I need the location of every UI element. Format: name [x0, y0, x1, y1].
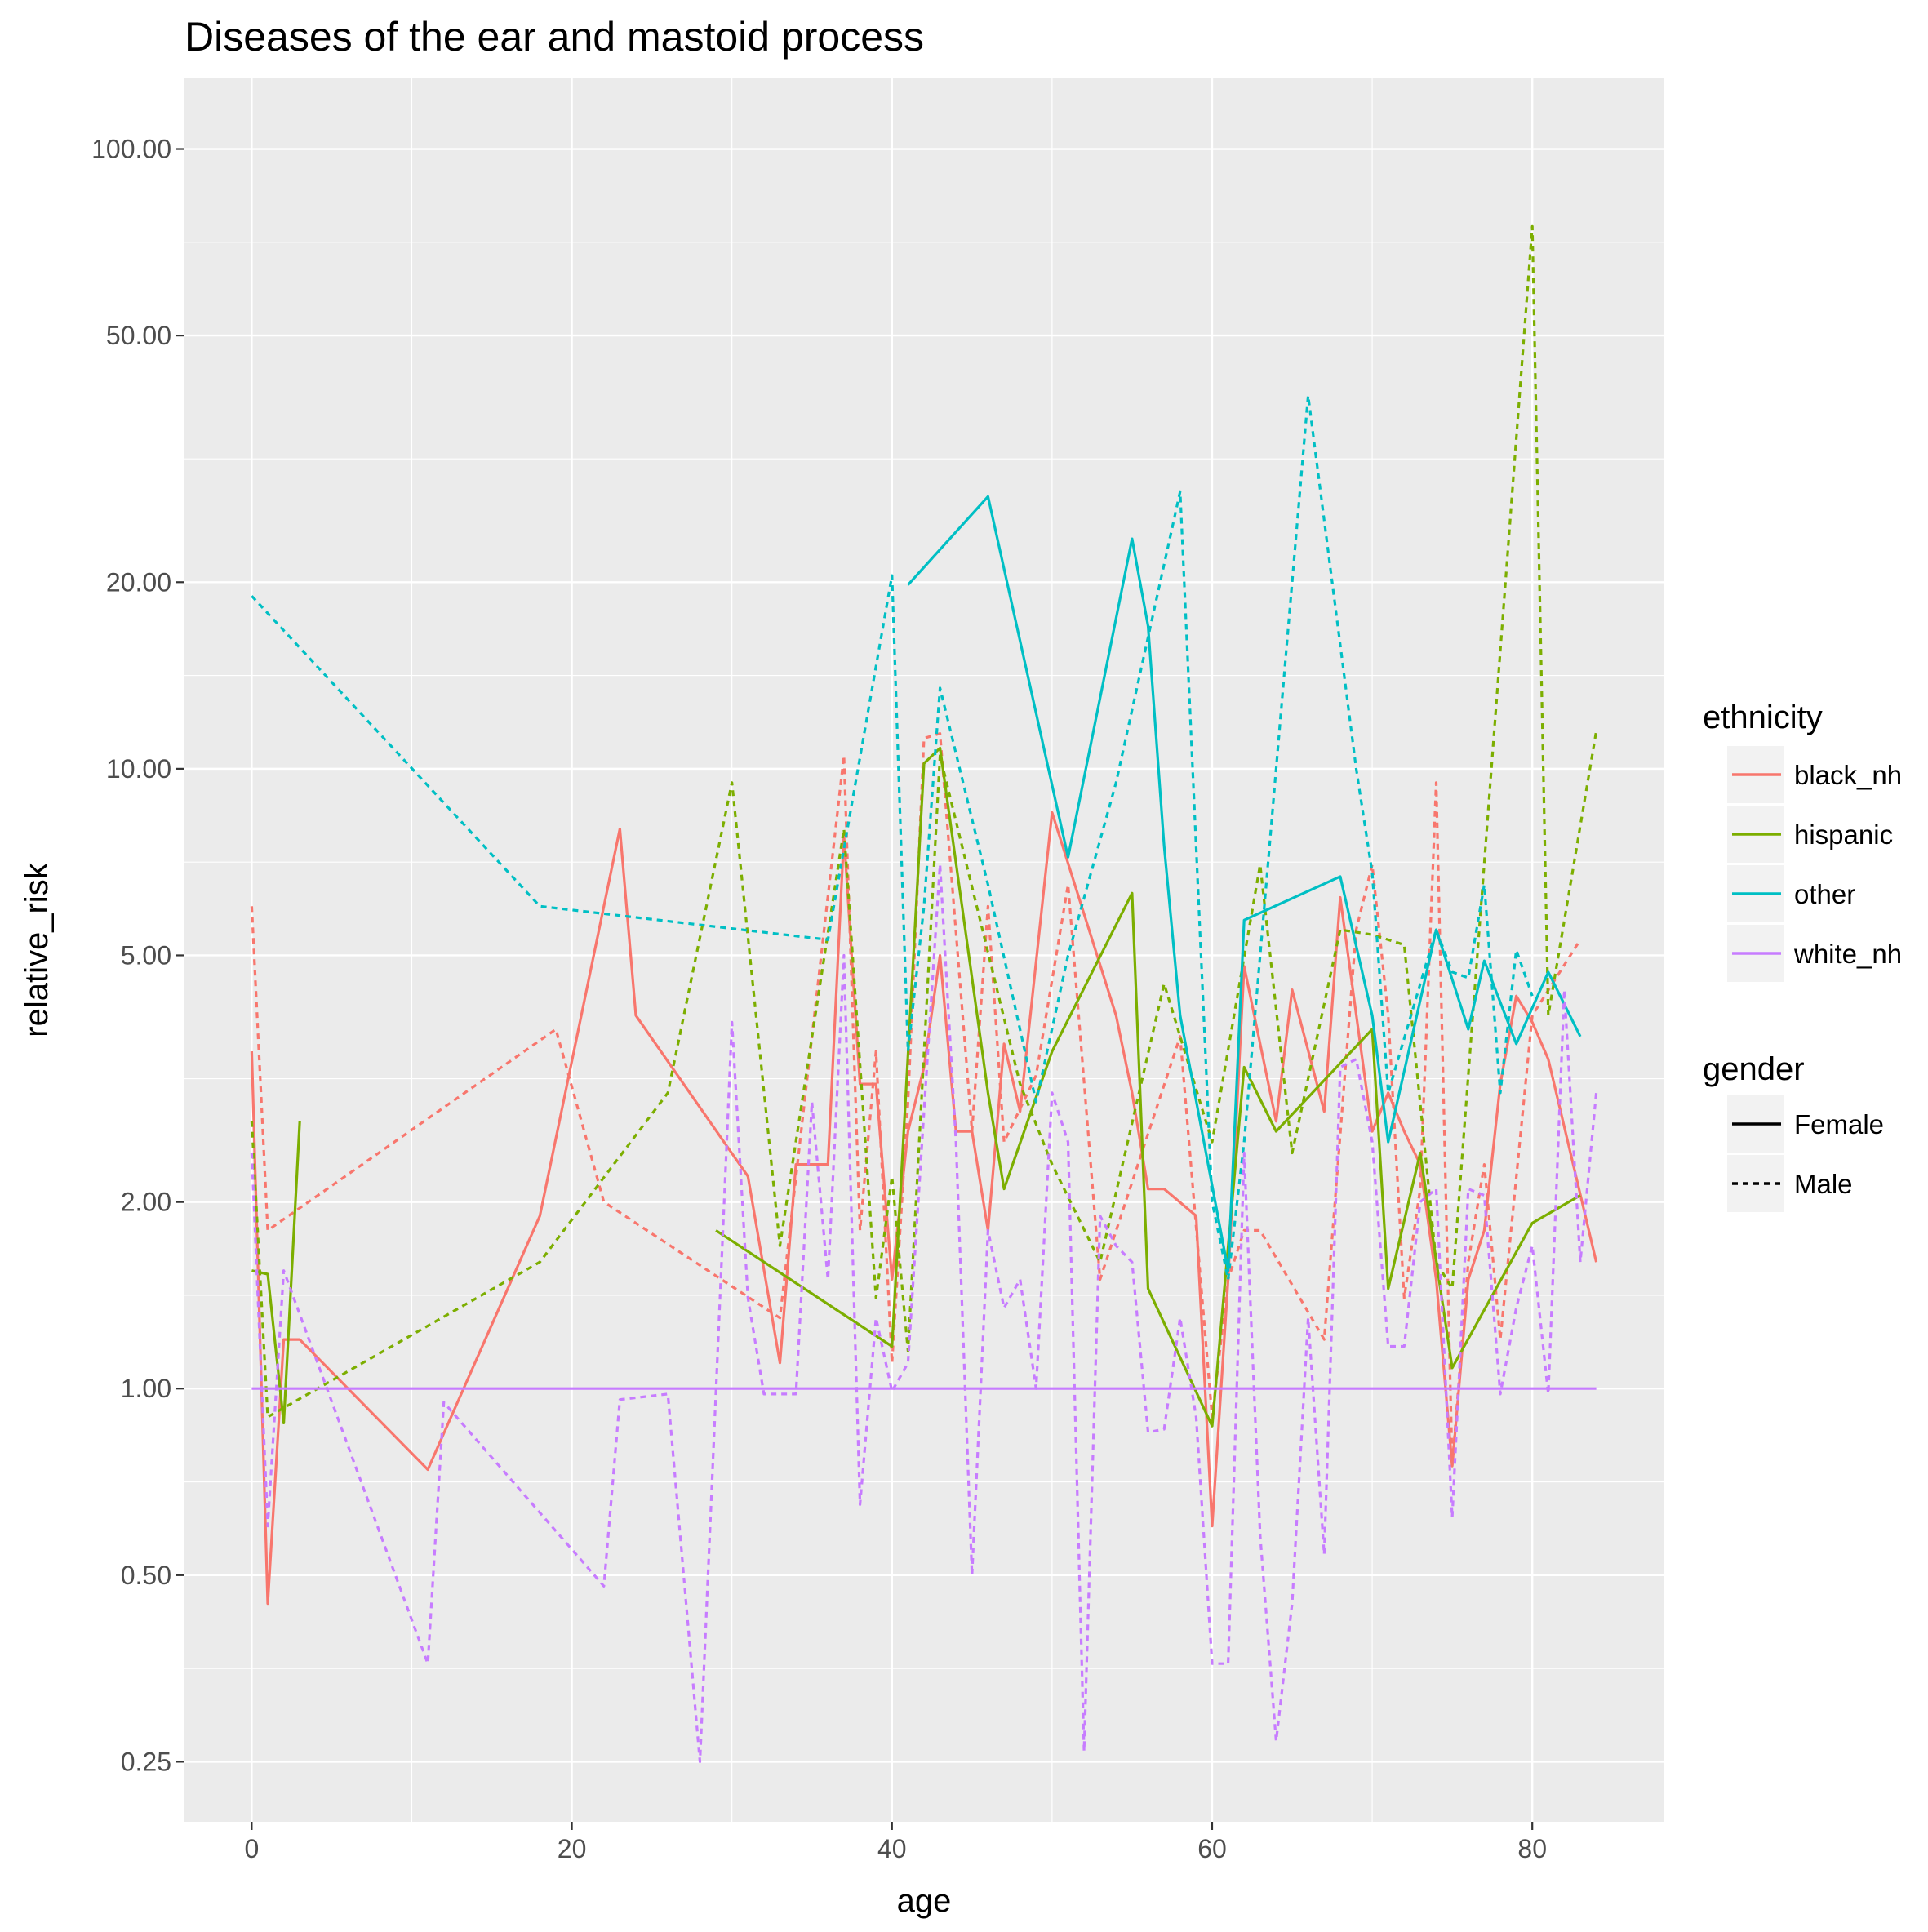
x-tick-label: 60 [1197, 1834, 1227, 1863]
legend-label-hispanic: hispanic [1794, 819, 1893, 850]
y-tick-label: 1.00 [121, 1374, 171, 1403]
y-tick-label: 50.00 [106, 321, 171, 350]
legend-title-ethnicity: ethnicity [1703, 700, 1823, 735]
major-gridlines [184, 78, 1664, 1822]
series-line-other-female [907, 495, 1582, 1272]
y-tick-label: 20.00 [106, 567, 171, 597]
legend-label-white_nh: white_nh [1793, 939, 1902, 969]
legend: ethnicity black_nh hispanic other white_nhge… [1703, 700, 1902, 1212]
legend-label-black_nh: black_nh [1794, 760, 1902, 790]
y-tick-label: 0.25 [121, 1747, 171, 1776]
legend-label-female: Female [1794, 1109, 1884, 1139]
x-tick-label: 0 [244, 1834, 259, 1863]
x-tick-label: 20 [558, 1834, 587, 1863]
y-tick-label: 100.00 [91, 135, 171, 164]
chart-title: Diseases of the ear and mastoid process [184, 14, 924, 60]
series-line-black_nh-male [250, 732, 1582, 1468]
legend-label-other: other [1794, 879, 1855, 909]
y-tick-label: 0.50 [121, 1561, 171, 1590]
x-tick-label: 80 [1517, 1834, 1547, 1863]
y-tick-label: 5.00 [121, 940, 171, 970]
legend-title-gender: gender [1703, 1051, 1805, 1087]
series-line-black_nh-female [250, 811, 1598, 1606]
plot-area [184, 78, 1664, 1822]
y-axis-title: relative_risk [19, 862, 55, 1037]
y-tick-label: 2.00 [121, 1188, 171, 1217]
series-layer [250, 224, 1598, 1763]
series-line-other-male [251, 394, 1534, 1281]
series-line-hispanic-female [715, 746, 1581, 1428]
x-axis: 0 20 40 60 80 [244, 1822, 1547, 1863]
x-tick-label: 40 [877, 1834, 907, 1863]
x-axis-title: age [897, 1883, 952, 1919]
y-axis: 0.25 0.50 1.00 2.00 5.00 10.00 20.00 50.00 100.0… [91, 135, 184, 1776]
panel-background [184, 78, 1664, 1822]
legend-label-male: Male [1794, 1169, 1853, 1199]
y-tick-label: 10.00 [106, 754, 171, 784]
